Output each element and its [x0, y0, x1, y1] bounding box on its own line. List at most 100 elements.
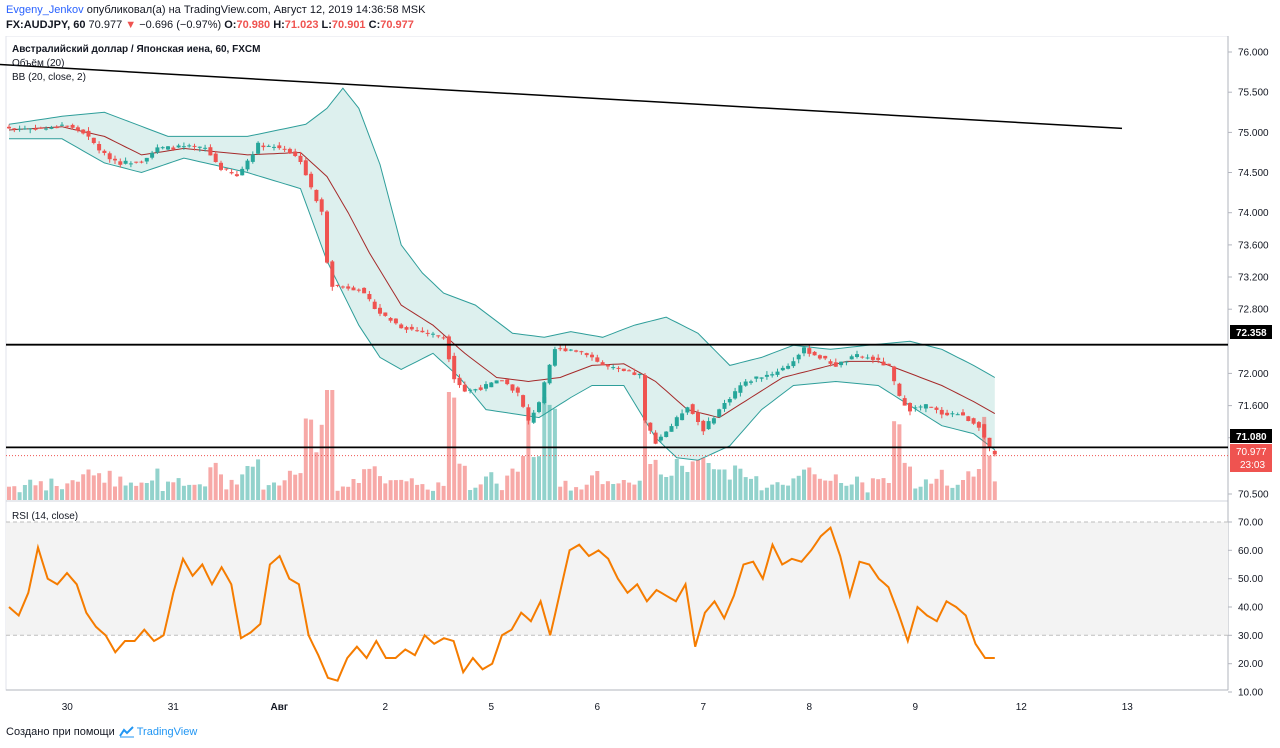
volume-bar [918, 486, 923, 500]
volume-bar [860, 482, 865, 500]
volume-bar [166, 481, 170, 500]
volume-bar [537, 456, 541, 500]
volume-bar [346, 486, 351, 500]
made-with-text: Создано при помощи [6, 726, 115, 738]
bb-upper-line [8, 87, 996, 378]
tradingview-brand-text: TradingView [136, 726, 198, 738]
candles[interactable] [7, 122, 997, 457]
volume-bar [383, 483, 388, 500]
candle-body [908, 403, 912, 412]
candle-body [362, 287, 367, 294]
candle-body [91, 137, 96, 143]
legend-rsi[interactable]: RSI (14, close) [12, 511, 78, 522]
candle-body [166, 146, 170, 150]
volume-bar [611, 484, 616, 500]
candle-body [886, 363, 891, 366]
symbol-label[interactable]: FX:AUDJPY, 60 [6, 19, 86, 31]
volume-bar [515, 471, 520, 500]
candle-body [452, 355, 457, 380]
bb-fill [9, 88, 995, 461]
volume-bar [219, 474, 223, 500]
volume-bar [780, 484, 785, 500]
volume-bar [113, 486, 117, 500]
candle-body [54, 127, 59, 129]
trend-line [0, 63, 1123, 130]
volume-bar [17, 492, 22, 500]
volume-bar [457, 463, 462, 500]
volume-bar [754, 476, 759, 500]
candle-body [340, 286, 345, 288]
candle-body [786, 365, 791, 369]
price-tick-label: 70.500 [1238, 490, 1269, 501]
candle-body [176, 145, 181, 148]
volume-bar [892, 421, 897, 500]
candle-body [860, 356, 865, 358]
volume-bar [340, 486, 345, 500]
chart-canvas[interactable]: 76.000 75.500 75.000 74.500 74.000 73.600 73.2… [0, 36, 1280, 726]
candle-body [75, 127, 80, 131]
candle-body [425, 332, 430, 334]
candle-body [669, 426, 674, 432]
candle-body [870, 356, 875, 360]
lower-level-tag: 71.080 [1230, 429, 1272, 443]
candle-body [812, 351, 817, 356]
volume-bar [128, 482, 133, 500]
candle-body [499, 380, 504, 382]
volume-bar [441, 485, 446, 500]
candle-body [303, 160, 308, 176]
candle-body [542, 382, 547, 404]
candle-body [171, 147, 176, 150]
price-tick-label: 75.500 [1238, 88, 1269, 99]
publication-line: Evgeny_Jenkov опубликовал(а) на TradingV… [6, 4, 425, 16]
volume-bar [590, 475, 594, 500]
volume-bar [97, 473, 102, 500]
volume-bar [499, 490, 504, 500]
candle-body [791, 361, 796, 367]
candle-body [213, 153, 218, 162]
volume-bar [807, 467, 812, 500]
volume-bar [876, 479, 881, 500]
rsi-axis[interactable]: 70.00 60.00 50.00 40.00 30.00 20.00 10.00 [1228, 518, 1263, 699]
candle-body [197, 146, 202, 148]
volume-bar [123, 485, 128, 500]
volume-bar [468, 490, 473, 500]
volume-bar [627, 482, 632, 500]
volume-bar [250, 466, 255, 500]
candle-body [351, 287, 356, 291]
legend-volume[interactable]: Объём (20) [12, 57, 64, 69]
volume-bar [22, 485, 27, 500]
candle-body [971, 418, 976, 424]
candle-body [616, 367, 621, 369]
candle-body [118, 161, 123, 165]
price-axis[interactable]: 76.000 75.500 75.000 74.500 74.000 73.600 73.2… [1228, 48, 1269, 501]
volume-bar [526, 416, 531, 500]
candle-body [833, 362, 838, 367]
candle-body [913, 407, 918, 409]
author-link[interactable]: Evgeny_Jenkov [6, 4, 84, 16]
time-axis[interactable]: 30 31 Авг 2 5 6 7 8 9 12 13 [62, 702, 1134, 713]
candle-body [876, 357, 881, 360]
volume-bar [298, 473, 303, 500]
volume-bar [595, 471, 600, 500]
drawn-lines[interactable] [0, 63, 1228, 457]
volume-bar [49, 478, 54, 500]
candle-body [558, 348, 563, 350]
candle-body [187, 145, 192, 147]
candle-body [139, 161, 144, 163]
low-label: L: [321, 19, 332, 31]
tradingview-brand[interactable]: TradingView [118, 726, 198, 738]
volume-bar [240, 474, 245, 500]
candle-body [563, 348, 568, 352]
candle-body [441, 337, 446, 339]
rsi-tick-label: 20.00 [1238, 659, 1263, 670]
volume-bar [574, 487, 579, 500]
volume-bar [711, 469, 716, 500]
candle-body [881, 361, 886, 366]
volume-bar [28, 479, 33, 500]
candle-body [770, 374, 775, 376]
volume-bar [245, 466, 250, 500]
candle-body [462, 384, 467, 392]
volume-bar [849, 484, 854, 500]
rsi-tick-label: 60.00 [1238, 546, 1263, 557]
legend-bb[interactable]: BB (20, close, 2) [12, 72, 86, 83]
